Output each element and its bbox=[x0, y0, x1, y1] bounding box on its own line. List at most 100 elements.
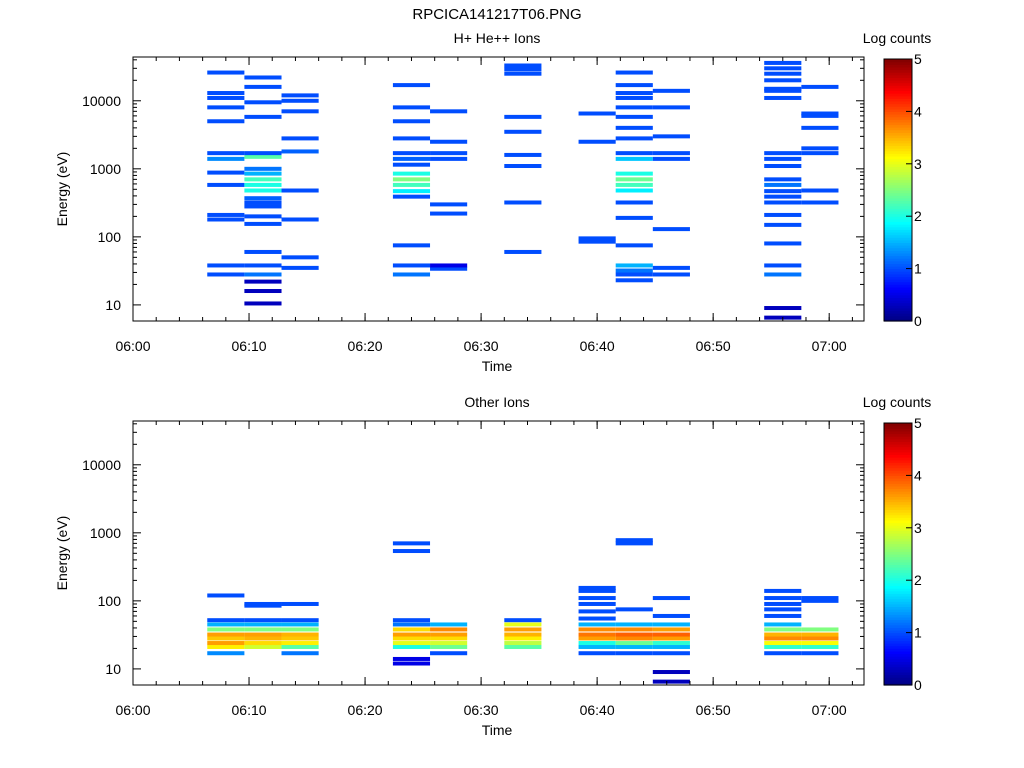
y-tick-label: 1000 bbox=[90, 161, 121, 177]
heatmap-cell bbox=[392, 156, 431, 161]
heatmap-cell bbox=[207, 622, 245, 627]
x-tick-label: 06:50 bbox=[696, 338, 731, 354]
colorbar-segment bbox=[884, 289, 912, 293]
heatmap-cell bbox=[801, 188, 839, 193]
heatmap-cell bbox=[764, 632, 802, 637]
heatmap-cell bbox=[652, 670, 690, 675]
heatmap-cell bbox=[652, 105, 690, 110]
heatmap-cell bbox=[652, 632, 690, 637]
colorbar-segment bbox=[884, 580, 912, 584]
heatmap-cell bbox=[430, 156, 468, 161]
heatmap-cell bbox=[578, 609, 616, 614]
heatmap-cell bbox=[207, 641, 245, 646]
colorbar-segment bbox=[884, 603, 912, 607]
colorbar-segment bbox=[884, 124, 912, 128]
colorbar-segment bbox=[884, 611, 912, 615]
heatmap-cell bbox=[392, 618, 431, 623]
heatmap-cell bbox=[244, 171, 282, 176]
heatmap-cell bbox=[392, 263, 431, 268]
heatmap-cell bbox=[392, 636, 431, 641]
heatmap-cell bbox=[430, 139, 468, 144]
colorbar-segment bbox=[884, 517, 912, 521]
heatmap-cell bbox=[430, 644, 468, 649]
heatmap-cell bbox=[764, 222, 802, 227]
heatmap-cell bbox=[615, 177, 653, 182]
heatmap-cell bbox=[578, 139, 616, 144]
heatmap-cell bbox=[578, 641, 616, 646]
heatmap-cell bbox=[281, 641, 319, 646]
heatmap-cell bbox=[207, 632, 245, 637]
heatmap-cell bbox=[652, 88, 690, 93]
colorbar-segment bbox=[884, 315, 912, 319]
colorbar-segment bbox=[884, 297, 912, 301]
colorbar-segment bbox=[884, 93, 912, 97]
colorbar-tick-label: 2 bbox=[914, 208, 922, 224]
heatmap-cell bbox=[244, 100, 282, 105]
heatmap-cell bbox=[615, 125, 653, 130]
colorbar-segment bbox=[884, 590, 912, 594]
colorbar-segment bbox=[884, 145, 912, 149]
colorbar-segment bbox=[884, 674, 912, 678]
colorbar-tick-label: 0 bbox=[914, 677, 922, 693]
colorbar-segment bbox=[884, 512, 912, 516]
colorbar-segment bbox=[884, 169, 912, 173]
heatmap-cell bbox=[430, 109, 468, 114]
heatmap-cell bbox=[281, 149, 319, 154]
heatmap-cell bbox=[764, 200, 802, 205]
heatmap-cell bbox=[244, 272, 282, 277]
heatmap-cell bbox=[244, 627, 282, 632]
heatmap-cell bbox=[615, 644, 653, 649]
colorbar-label: Log counts bbox=[863, 394, 932, 410]
colorbar-segment bbox=[884, 598, 912, 602]
colorbar-segment bbox=[884, 192, 912, 196]
colorbar-segment bbox=[884, 430, 912, 435]
colorbar-segment bbox=[884, 614, 912, 618]
heatmap-cell bbox=[764, 627, 802, 632]
heatmap-cell bbox=[392, 119, 431, 124]
heatmap-cell bbox=[615, 627, 653, 632]
heatmap-cell bbox=[578, 622, 616, 627]
heatmap-cell bbox=[764, 263, 802, 268]
heatmap-cell bbox=[615, 151, 653, 156]
heatmap-cell bbox=[764, 66, 802, 71]
colorbar-segment bbox=[884, 454, 912, 458]
colorbar-segment bbox=[884, 425, 912, 429]
heatmap-cell bbox=[207, 95, 245, 100]
colorbar-tick-label: 2 bbox=[914, 572, 922, 588]
heatmap-cell bbox=[801, 84, 839, 89]
y-ticks: 10 100 1000 10000 bbox=[82, 423, 864, 677]
colorbar-segment bbox=[884, 457, 912, 461]
heatmap-cell bbox=[764, 641, 802, 646]
heatmap-cell bbox=[801, 596, 839, 601]
colorbar-segment bbox=[884, 242, 912, 246]
panel-2: Other Ions 06:00 06:10 06:20 06:30 06:40 06:50… bbox=[54, 394, 931, 738]
heatmap-cell bbox=[392, 136, 431, 141]
heatmap-cell bbox=[615, 243, 653, 248]
heatmap-cell bbox=[504, 129, 542, 134]
colorbar-segment bbox=[884, 556, 912, 560]
heatmap-cell bbox=[207, 618, 245, 623]
heatmap-cell bbox=[578, 111, 616, 116]
colorbar-segment bbox=[884, 509, 912, 513]
heatmap-cell bbox=[392, 171, 431, 176]
colorbar-segment bbox=[884, 163, 912, 168]
heatmap-cell bbox=[244, 188, 282, 193]
heatmap-cell bbox=[615, 636, 653, 641]
colorbar-segment bbox=[884, 155, 912, 160]
colorbar-segment bbox=[884, 148, 912, 152]
heatmap-cell bbox=[615, 272, 653, 277]
colorbar-segment bbox=[884, 428, 912, 432]
colorbar-segment bbox=[884, 313, 912, 317]
colorbar-segment bbox=[884, 197, 912, 202]
colorbar-segment bbox=[884, 535, 912, 539]
colorbar-segment bbox=[884, 569, 912, 573]
heatmap-cell bbox=[801, 113, 839, 118]
colorbar-segment bbox=[884, 59, 912, 63]
colorbar-segment bbox=[884, 137, 912, 141]
heatmap-cell bbox=[244, 632, 282, 637]
heatmap-cell bbox=[652, 156, 690, 161]
y-tick-label: 10000 bbox=[82, 93, 121, 109]
colorbar-segment bbox=[884, 423, 912, 427]
